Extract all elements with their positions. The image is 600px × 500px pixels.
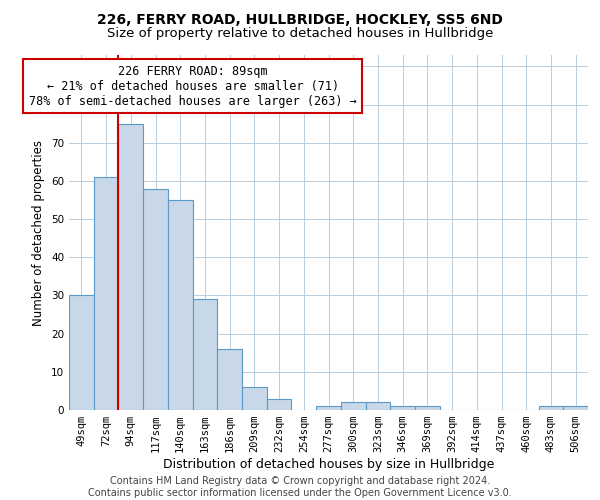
Bar — [69, 296, 94, 410]
Text: 226 FERRY ROAD: 89sqm
← 21% of detached houses are smaller (71)
78% of semi-deta: 226 FERRY ROAD: 89sqm ← 21% of detached … — [29, 64, 356, 108]
Bar — [143, 188, 168, 410]
Bar — [390, 406, 415, 410]
Bar — [168, 200, 193, 410]
Bar — [563, 406, 588, 410]
Bar — [94, 177, 118, 410]
Bar — [341, 402, 365, 410]
Bar — [539, 406, 563, 410]
Bar — [267, 398, 292, 410]
Y-axis label: Number of detached properties: Number of detached properties — [32, 140, 46, 326]
Bar — [242, 387, 267, 410]
Bar — [118, 124, 143, 410]
Bar — [365, 402, 390, 410]
Bar — [193, 300, 217, 410]
Text: 226, FERRY ROAD, HULLBRIDGE, HOCKLEY, SS5 6ND: 226, FERRY ROAD, HULLBRIDGE, HOCKLEY, SS… — [97, 12, 503, 26]
X-axis label: Distribution of detached houses by size in Hullbridge: Distribution of detached houses by size … — [163, 458, 494, 471]
Bar — [316, 406, 341, 410]
Text: Contains HM Land Registry data © Crown copyright and database right 2024.
Contai: Contains HM Land Registry data © Crown c… — [88, 476, 512, 498]
Bar — [415, 406, 440, 410]
Text: Size of property relative to detached houses in Hullbridge: Size of property relative to detached ho… — [107, 28, 493, 40]
Bar — [217, 349, 242, 410]
